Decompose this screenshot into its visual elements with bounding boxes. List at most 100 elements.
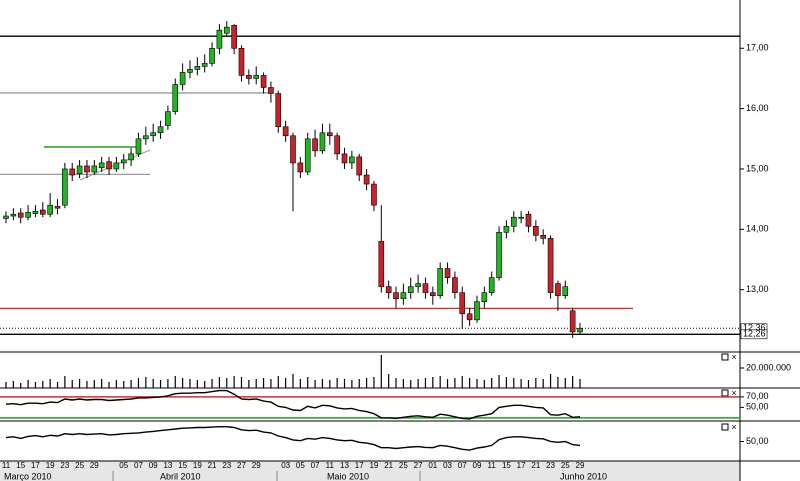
x-tick-label: 09: [149, 461, 158, 470]
candle-body: [54, 206, 61, 209]
candle-body: [569, 310, 576, 333]
candle-body: [62, 168, 68, 206]
y-tick-label: 16,00: [746, 103, 769, 113]
candle-body: [393, 292, 399, 300]
x-tick-label: 21: [531, 461, 540, 470]
candle-body: [312, 138, 318, 152]
candle-body: [349, 156, 355, 164]
candle-body: [422, 283, 429, 293]
candle-body: [39, 209, 46, 215]
x-tick-label: 23: [222, 461, 231, 470]
x-tick-label: 05: [296, 461, 305, 470]
month-label: Abril 2010: [160, 471, 201, 481]
panel-button[interactable]: [721, 353, 729, 361]
candle-body: [452, 277, 458, 293]
x-tick-label: 21: [384, 461, 393, 470]
candle-body: [437, 268, 443, 296]
y-tick-label: 50,00: [746, 436, 769, 446]
candle-body: [25, 212, 31, 218]
candle-body: [290, 135, 296, 164]
month-label: Março 2010: [4, 471, 52, 481]
x-tick-label: 03: [443, 461, 452, 470]
candle-body: [474, 301, 480, 321]
candle-body: [32, 210, 39, 214]
candle-body: [555, 283, 561, 296]
candle-body: [84, 165, 90, 173]
candle-body: [371, 183, 377, 206]
month-label: Junho 2010: [560, 471, 607, 481]
x-tick-label: 29: [90, 461, 99, 470]
price-label: 12,36: [743, 323, 766, 333]
panel-button[interactable]: [721, 389, 729, 397]
panel-close[interactable]: ×: [731, 388, 736, 398]
candle-body: [547, 238, 554, 293]
candle-body: [165, 111, 171, 126]
candle-body: [341, 153, 348, 164]
candle-body: [172, 84, 179, 112]
candle-body: [69, 168, 76, 176]
y-tick-label: 50,00: [746, 402, 769, 412]
candle-body: [253, 75, 260, 79]
price-label-box: [740, 329, 768, 340]
x-tick-label: 19: [46, 461, 55, 470]
candle-body: [3, 215, 9, 219]
y-tick-label: 70,00: [746, 391, 769, 401]
panel-close[interactable]: ×: [731, 422, 736, 432]
x-tick-label: 11: [2, 461, 11, 470]
candle-body: [488, 277, 495, 293]
panel-controls: × × ×: [721, 352, 737, 432]
x-tick-label: 15: [502, 461, 511, 470]
indicator-line: [5, 389, 581, 420]
x-tick-label: 23: [546, 461, 555, 470]
x-tick-label: 01: [428, 461, 437, 470]
candle-body: [128, 153, 134, 161]
candle-body: [319, 132, 326, 152]
x-tick-label: 19: [193, 461, 202, 470]
candle-body: [201, 63, 208, 67]
candle-body: [297, 162, 304, 173]
candle-body: [98, 162, 105, 169]
candle-body: [326, 132, 333, 137]
x-tick-label: 27: [414, 461, 423, 470]
candle-body: [481, 292, 488, 303]
price-label: 12,26: [743, 329, 766, 339]
candle-body: [150, 132, 156, 137]
candle-body: [113, 162, 120, 170]
x-tick-label: 21: [208, 461, 217, 470]
candle-body: [334, 135, 340, 155]
candle-body: [496, 232, 502, 278]
panel-close[interactable]: ×: [731, 352, 736, 362]
candle-body: [385, 286, 392, 293]
candle-body: [407, 286, 414, 293]
x-tick-label: 17: [355, 461, 364, 470]
candle-body: [135, 138, 142, 155]
y-tick-label: 15,00: [746, 163, 769, 173]
x-tick-label: 03: [281, 461, 290, 470]
x-tick-label: 05: [119, 461, 128, 470]
candle-body: [275, 93, 282, 128]
panel-button[interactable]: [721, 423, 729, 431]
candle-body: [540, 235, 547, 239]
x-tick-label: 07: [311, 461, 320, 470]
candle-body: [187, 69, 193, 73]
candle-body: [282, 126, 289, 137]
candle-body: [400, 292, 407, 300]
candle-body: [466, 313, 473, 321]
candle-body: [209, 47, 215, 64]
candle-body: [157, 126, 164, 134]
candle-body: [378, 241, 385, 287]
candle-body: [120, 159, 127, 164]
candle-body: [47, 204, 53, 215]
x-tick-label: 15: [16, 461, 25, 470]
y-tick-label: 17,00: [746, 43, 769, 53]
candle-body: [430, 292, 436, 296]
x-tick-label: 17: [31, 461, 40, 470]
candle-body: [562, 286, 569, 296]
y-tick-label: 13,00: [746, 284, 769, 294]
candle-body: [17, 212, 24, 218]
candle-body: [223, 26, 230, 34]
x-tick-label: 07: [458, 461, 467, 470]
month-label: Maio 2010: [327, 471, 369, 481]
candle-body: [444, 268, 451, 278]
